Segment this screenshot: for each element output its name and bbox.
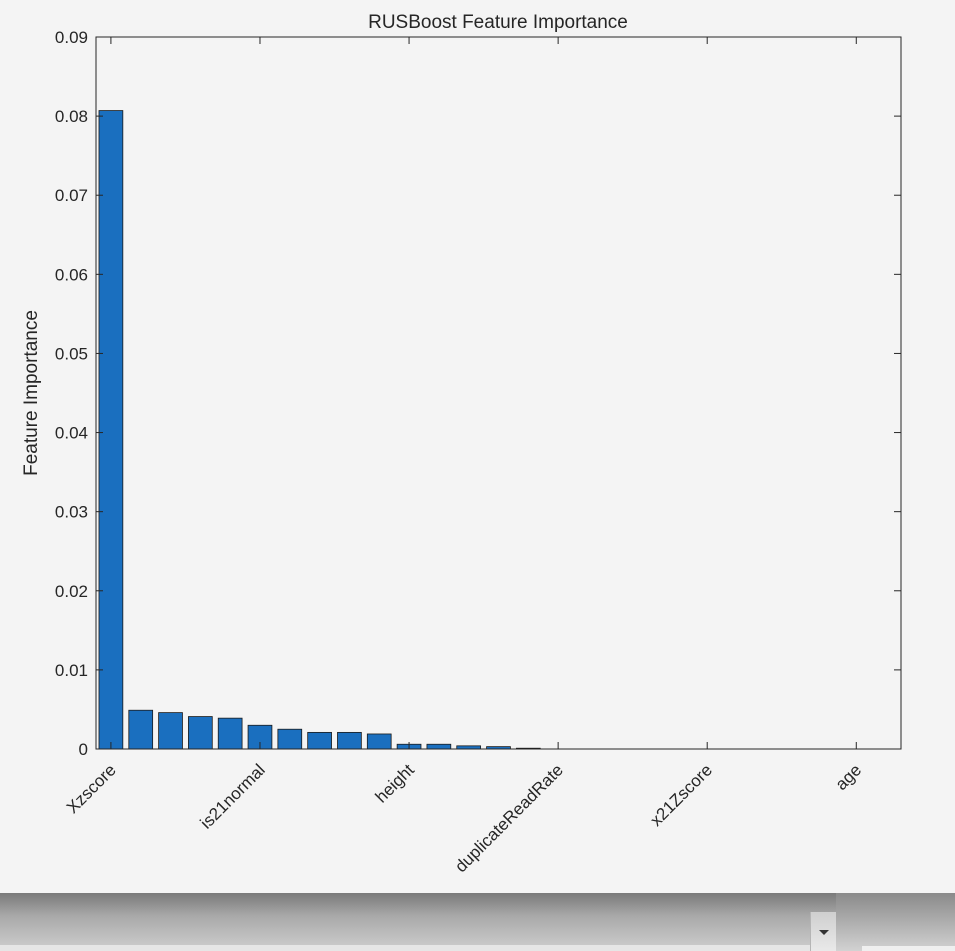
y-tick-label: 0.01 <box>55 661 88 680</box>
side-panel <box>836 893 955 951</box>
figure-canvas: RUSBoost Feature Importance 0 0.01 0.02 0.0… <box>21 12 902 877</box>
x-tick-label: duplicateReadRate <box>451 760 567 876</box>
chevron-down-icon <box>819 930 829 935</box>
chart-title: RUSBoost Feature Importance <box>368 12 628 33</box>
x-tick-label: height <box>372 760 418 806</box>
y-tick-label: 0.07 <box>55 186 88 205</box>
x-tick-label: x21Zscore <box>646 760 716 830</box>
side-panel-tab[interactable] <box>862 946 955 951</box>
dropdown-button[interactable] <box>810 912 837 951</box>
x-tick-label: is21normal <box>197 760 269 832</box>
y-tick-label: 0.09 <box>55 28 88 47</box>
y-tick-label: 0.06 <box>55 265 88 284</box>
bar-chart: RUSBoost Feature Importance 0 0.01 0.02 0.0… <box>21 12 902 876</box>
bottom-strip <box>0 945 835 951</box>
y-axis-label: Feature Importance <box>21 310 42 476</box>
axes-box <box>95 36 902 750</box>
bar-4 <box>188 716 213 750</box>
bar-10 <box>366 733 392 750</box>
bar-1 <box>98 110 124 750</box>
bottom-toolbar <box>0 893 955 951</box>
bar-7 <box>277 728 303 750</box>
bar-9 <box>337 731 362 750</box>
bar-5 <box>217 717 243 750</box>
y-tick-label: 0.02 <box>55 582 88 601</box>
bar-12 <box>426 743 452 750</box>
y-tick-label: 0.04 <box>55 424 88 443</box>
y-tick-label: 0 <box>79 740 88 759</box>
bar-3 <box>158 712 183 750</box>
y-tick-label: 0.03 <box>55 503 88 522</box>
bar-8 <box>307 731 332 750</box>
bars-group <box>98 110 541 750</box>
x-tick-label: age <box>832 760 865 793</box>
x-tick-label: Xzscore <box>63 760 120 817</box>
y-tick-label: 0.05 <box>55 344 88 363</box>
bar-2 <box>128 709 154 750</box>
y-tick-label: 0.08 <box>55 107 88 126</box>
